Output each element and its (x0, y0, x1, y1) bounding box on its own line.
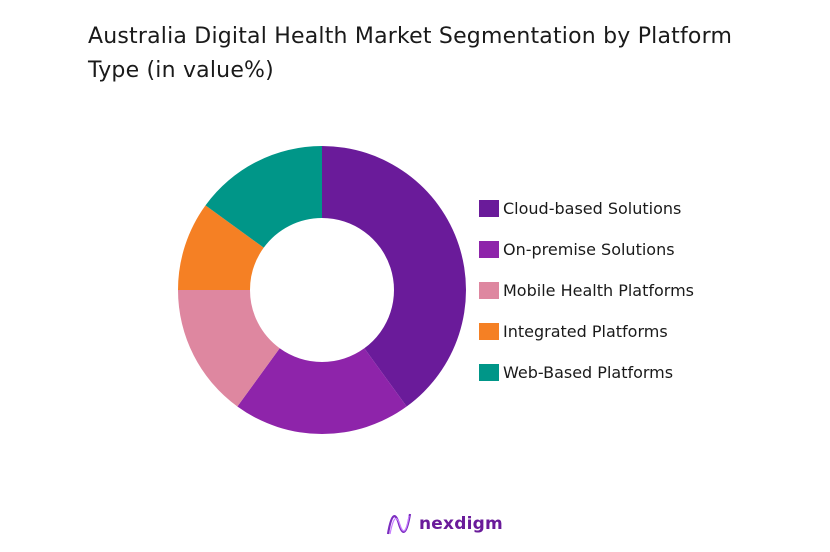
legend-swatch (479, 240, 499, 258)
nexdigm-logo: nexdigm (386, 512, 503, 536)
legend-item-mobile-health: Mobile Health Platforms (479, 280, 694, 300)
legend-item-web-based: Web-Based Platforms (479, 362, 694, 382)
chart-title: Australia Digital Health Market Segmenta… (88, 24, 733, 83)
legend-swatch (479, 322, 499, 340)
donut-slice-cloud-based-solutions (322, 146, 466, 407)
legend-label: Cloud-based Solutions (503, 198, 682, 218)
legend-label: On-premise Solutions (503, 239, 675, 259)
legend-item-integrated: Integrated Platforms (479, 321, 694, 341)
legend-item-cloud-based: Cloud-based Solutions (479, 198, 694, 218)
logo-text: nexdigm (419, 514, 503, 534)
donut-slice-web-based-platforms (205, 146, 322, 248)
donut-slice-integrated-platforms (178, 205, 264, 290)
legend-swatch (479, 363, 499, 381)
donut-slice-mobile-health-platforms (178, 290, 280, 407)
legend-label: Mobile Health Platforms (503, 280, 695, 300)
legend-item-on-premise: On-premise Solutions (479, 239, 694, 259)
legend-swatch (479, 281, 499, 299)
legend-label: Integrated Platforms (503, 321, 668, 341)
legend-label: Web-Based Platforms (503, 362, 674, 382)
legend-swatch (479, 199, 499, 217)
chart-legend: Cloud-based Solutions On-premise Solutio… (479, 198, 694, 403)
nexdigm-wave-logo-icon (386, 513, 412, 535)
donut-slice-on-premise-solutions (237, 348, 407, 435)
